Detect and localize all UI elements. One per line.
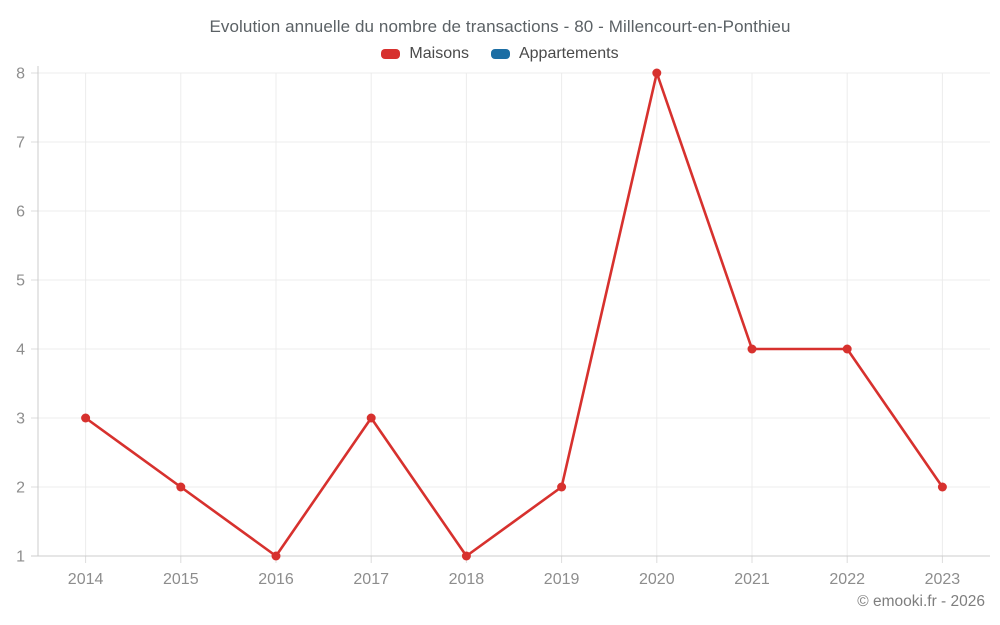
copyright-watermark: © emooki.fr - 2026 (857, 593, 985, 610)
x-tick-label: 2016 (258, 571, 294, 588)
legend-swatch-maisons (381, 49, 401, 59)
data-point-2020[interactable] (652, 68, 662, 78)
x-tick-label: 2014 (68, 571, 104, 588)
data-point-2018[interactable] (461, 551, 471, 561)
data-point-2015[interactable] (176, 482, 186, 492)
legend: Maisons Appartements (0, 45, 1000, 63)
y-tick-label: 6 (16, 204, 25, 221)
x-tick-label: 2017 (353, 571, 389, 588)
gridlines (31, 72, 990, 563)
legend-label-appartements: Appartements (518, 45, 619, 62)
data-point-2017[interactable] (366, 413, 376, 423)
x-tick-label: 2015 (163, 571, 199, 588)
y-tick-label: 1 (16, 549, 25, 566)
legend-label-maisons: Maisons (409, 45, 469, 62)
data-point-2014[interactable] (81, 413, 91, 423)
data-point-2023[interactable] (937, 482, 947, 492)
y-tick-label: 3 (16, 411, 25, 428)
data-point-2019[interactable] (557, 482, 567, 492)
y-tick-label: 5 (16, 273, 25, 290)
axis-labels: 1 2 3 4 5 6 7 8 2014 2015 2016 2017 2018 2019 2020 2021… (16, 66, 960, 589)
y-tick-label: 4 (16, 342, 25, 359)
x-tick-label: 2019 (544, 571, 580, 588)
y-tick-label: 2 (16, 480, 25, 497)
axis-lines (31, 66, 990, 557)
data-series (81, 68, 947, 561)
x-tick-label: 2021 (734, 571, 770, 588)
legend-swatch-appartements (490, 49, 510, 59)
x-tick-label: 2018 (449, 571, 485, 588)
x-tick-label: 2022 (829, 571, 865, 588)
y-tick-label: 7 (16, 135, 25, 152)
data-point-2022[interactable] (842, 344, 852, 354)
data-point-2016[interactable] (271, 551, 281, 561)
legend-item-appartements[interactable]: Appartements (490, 45, 619, 63)
y-tick-label: 8 (16, 66, 25, 83)
x-tick-label: 2023 (925, 571, 961, 588)
series-line-maisons (84, 71, 944, 558)
data-point-2021[interactable] (747, 344, 757, 354)
legend-item-maisons[interactable]: Maisons (381, 45, 469, 63)
x-tick-label: 2020 (639, 571, 675, 588)
chart-title: Evolution annuelle du nombre de transact… (209, 17, 791, 36)
